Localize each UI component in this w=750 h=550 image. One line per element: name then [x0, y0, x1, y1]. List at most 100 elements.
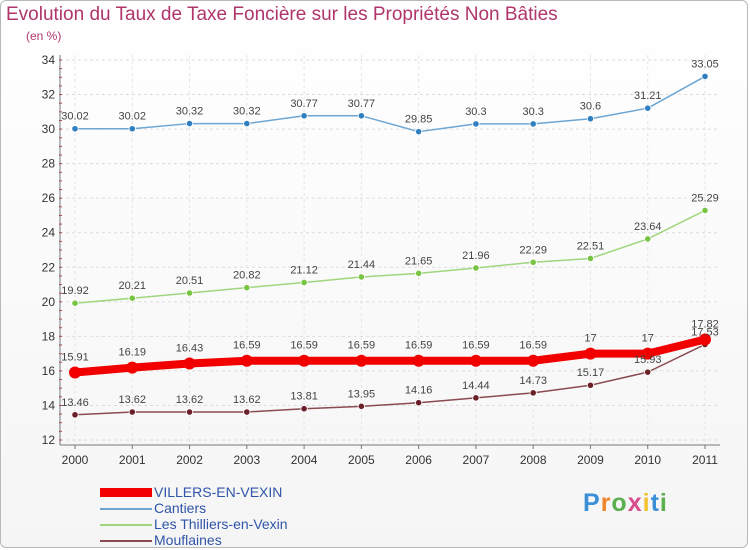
series-line-cantiers: [74, 75, 706, 133]
data-label-villers-en-vexin: 16.59: [519, 340, 547, 352]
data-point-cantiers: [357, 112, 365, 120]
legend-swatch: [100, 508, 152, 510]
data-label-mouflaines: 15.17: [577, 367, 605, 379]
data-point-cantiers: [300, 112, 308, 120]
data-label-mouflaines: 13.62: [233, 394, 261, 406]
legend-label: VILLERS-EN-VEXIN: [154, 484, 283, 500]
x-tick-label: 2009: [577, 453, 604, 467]
y-tick-label: 26: [42, 191, 56, 205]
data-point-les-thilliers-en-vexin: [586, 254, 595, 263]
data-point-mouflaines: [529, 389, 537, 397]
data-label-villers-en-vexin: 16.43: [176, 342, 204, 354]
y-tick-label: 34: [42, 53, 56, 67]
logo-letter: o: [611, 489, 628, 517]
logo-letter: x: [627, 489, 643, 517]
data-point-cantiers: [71, 125, 79, 133]
data-label-les-thilliers-en-vexin: 21.65: [405, 255, 433, 267]
data-point-villers-en-vexin: [355, 354, 368, 367]
y-tick-label: 28: [42, 157, 56, 171]
data-label-mouflaines: 17.53: [691, 326, 719, 338]
data-label-les-thilliers-en-vexin: 21.12: [290, 264, 318, 276]
data-point-mouflaines: [586, 381, 595, 389]
data-point-mouflaines: [185, 408, 194, 416]
data-label-cantiers: 33.05: [691, 58, 719, 70]
data-point-les-thilliers-en-vexin: [644, 235, 652, 243]
logo-letter: i: [659, 489, 668, 517]
data-point-cantiers: [701, 72, 709, 81]
data-label-mouflaines: 13.46: [61, 397, 89, 409]
data-point-villers-en-vexin: [641, 347, 654, 360]
proxiti-logo: Proxiti: [583, 489, 668, 518]
y-tick-label: 32: [42, 88, 56, 102]
y-tick-label: 18: [42, 329, 56, 343]
data-label-les-thilliers-en-vexin: 22.51: [577, 240, 605, 252]
data-label-cantiers: 29.85: [405, 114, 433, 126]
data-label-les-thilliers-en-vexin: 25.29: [691, 192, 719, 204]
data-label-mouflaines: 13.81: [290, 391, 318, 403]
data-label-cantiers: 30.77: [348, 98, 376, 110]
data-label-villers-en-vexin: 16.59: [348, 340, 376, 352]
data-point-les-thilliers-en-vexin: [71, 299, 79, 307]
data-point-cantiers: [472, 120, 480, 128]
data-label-cantiers: 30.02: [61, 111, 89, 123]
data-label-villers-en-vexin: 16.59: [462, 340, 490, 352]
legend-label: Mouflaines: [154, 532, 222, 548]
data-point-les-thilliers-en-vexin: [300, 278, 308, 287]
data-point-villers-en-vexin: [412, 354, 425, 367]
x-tick-label: 2002: [176, 453, 203, 467]
data-point-mouflaines: [71, 411, 79, 419]
data-label-mouflaines: 14.16: [405, 385, 433, 397]
data-point-cantiers: [185, 119, 194, 128]
data-label-les-thilliers-en-vexin: 23.64: [634, 221, 662, 233]
x-tick-label: 2000: [62, 453, 89, 467]
logo-letter: t: [650, 489, 660, 517]
data-point-cantiers: [529, 120, 537, 128]
y-tick-label: 30: [42, 122, 56, 136]
data-point-les-thilliers-en-vexin: [415, 269, 423, 277]
data-label-les-thilliers-en-vexin: 20.82: [233, 270, 261, 282]
series-line-les-thilliers-en-vexin: [74, 209, 706, 304]
data-point-cantiers: [415, 128, 423, 136]
data-point-villers-en-vexin: [699, 333, 711, 346]
series-line-villers-en-vexin: [71, 335, 709, 377]
data-label-cantiers: 30.6: [580, 101, 601, 113]
data-label-mouflaines: 13.95: [348, 388, 376, 400]
y-tick-label: 16: [42, 364, 56, 378]
grid: [60, 55, 720, 445]
data-label-mouflaines: 14.44: [462, 380, 490, 392]
y-tick-label: 14: [42, 398, 56, 412]
data-point-les-thilliers-en-vexin: [472, 264, 480, 272]
data-point-cantiers: [586, 115, 595, 123]
data-point-villers-en-vexin: [469, 354, 482, 367]
data-point-mouflaines: [243, 408, 251, 416]
axes: 12 14 16 18 20 22 24 26 28 30 32 34 2000 2001 2002 2003…: [42, 53, 720, 467]
data-label-villers-en-vexin: 16.59: [290, 340, 318, 352]
data-point-villers-en-vexin: [584, 347, 597, 360]
legend-swatch: [100, 488, 152, 497]
series-lines: [69, 72, 711, 419]
data-labels: 30.02 30.02 30.32 30.32 30.77 30.77 29.85 30.3 3…: [61, 58, 719, 408]
data-point-mouflaines: [300, 405, 308, 413]
data-label-les-thilliers-en-vexin: 21.44: [348, 259, 376, 271]
data-label-villers-en-vexin: 17: [584, 333, 596, 345]
data-label-mouflaines: 14.73: [519, 375, 547, 387]
data-label-villers-en-vexin: 15.91: [61, 351, 89, 363]
data-label-les-thilliers-en-vexin: 22.29: [519, 244, 547, 256]
data-label-cantiers: 30.32: [233, 106, 261, 118]
data-point-villers-en-vexin: [69, 366, 81, 379]
legend-label: Cantiers: [154, 500, 207, 516]
x-tick-label: 2007: [463, 453, 490, 467]
x-tick-label: 2011: [692, 453, 718, 467]
x-tick-label: 2006: [405, 453, 432, 467]
data-point-mouflaines: [644, 368, 652, 376]
logo-letter: i: [642, 489, 651, 517]
y-tick-label: 12: [42, 433, 56, 447]
data-label-cantiers: 30.02: [119, 111, 147, 123]
data-point-les-thilliers-en-vexin: [185, 289, 194, 297]
data-point-les-thilliers-en-vexin: [357, 273, 365, 281]
data-label-cantiers: 31.21: [634, 90, 662, 102]
data-point-villers-en-vexin: [240, 354, 253, 367]
data-point-villers-en-vexin: [298, 354, 311, 367]
data-point-cantiers: [128, 125, 136, 133]
